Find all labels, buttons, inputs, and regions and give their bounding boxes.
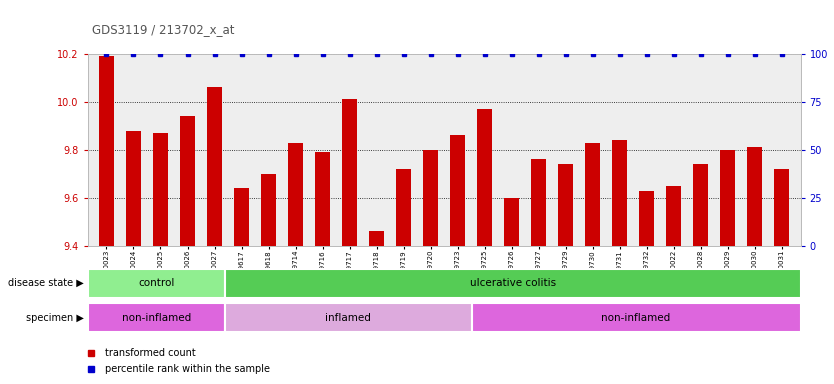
Bar	[99, 56, 114, 246]
Bar	[450, 136, 465, 246]
Bar	[234, 188, 249, 246]
Bar	[747, 147, 762, 246]
Bar	[666, 186, 681, 246]
Bar	[342, 99, 357, 246]
Bar	[639, 190, 654, 246]
Text: non-inflamed: non-inflamed	[601, 313, 671, 323]
Bar	[505, 198, 519, 246]
Bar	[126, 131, 141, 246]
Text: specimen ▶: specimen ▶	[26, 313, 83, 323]
Bar	[224, 269, 801, 298]
Bar	[585, 142, 600, 246]
Bar	[471, 303, 801, 332]
Text: disease state ▶: disease state ▶	[8, 278, 83, 288]
Bar	[612, 140, 627, 246]
Text: control: control	[138, 278, 174, 288]
Bar	[88, 269, 224, 298]
Bar	[261, 174, 276, 246]
Bar	[288, 142, 303, 246]
Text: transformed count: transformed count	[105, 348, 196, 358]
Bar	[693, 164, 708, 246]
Text: non-inflamed: non-inflamed	[122, 313, 191, 323]
Text: ulcerative colitis: ulcerative colitis	[470, 278, 555, 288]
Bar	[180, 116, 195, 246]
Bar	[153, 133, 168, 246]
Bar	[88, 303, 224, 332]
Bar	[721, 150, 735, 246]
Bar	[774, 169, 789, 246]
Bar	[315, 152, 330, 246]
Text: inflamed: inflamed	[325, 313, 371, 323]
Bar	[558, 164, 573, 246]
Bar	[531, 159, 546, 246]
Bar	[477, 109, 492, 246]
Bar	[423, 150, 438, 246]
Bar	[207, 88, 222, 246]
Text: percentile rank within the sample: percentile rank within the sample	[105, 364, 270, 374]
Text: GDS3119 / 213702_x_at: GDS3119 / 213702_x_at	[92, 23, 234, 36]
Bar	[224, 303, 471, 332]
Bar	[369, 232, 384, 246]
Bar	[396, 169, 411, 246]
